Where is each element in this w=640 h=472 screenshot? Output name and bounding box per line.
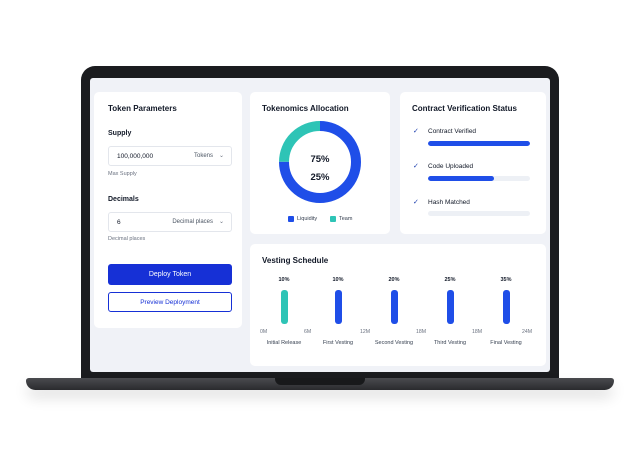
verif-progress-contract-verified xyxy=(428,141,530,146)
legend-label-team: Team xyxy=(339,216,353,222)
preview-deployment-button[interactable]: Preview Deployment xyxy=(108,292,232,312)
donut-slice-team xyxy=(279,121,361,203)
vesting-percent-label: 25% xyxy=(444,277,456,283)
vesting-phase-label: Second Vesting xyxy=(374,340,414,346)
tokenomics-card: Tokenomics Allocation 75% 25% Liquidity … xyxy=(250,92,390,234)
legend-label-liquidity: Liquidity xyxy=(297,216,318,222)
laptop-screen: Token Parameters Supply 100,000,000 Toke… xyxy=(90,78,550,372)
vesting-phase-label: Final Vesting xyxy=(490,340,522,346)
decimals-field[interactable]: 6 Decimal places ⌄ xyxy=(108,212,232,232)
decimals-label: Decimals xyxy=(108,196,139,203)
decimals-helper: Decimal places xyxy=(108,236,146,242)
legend-swatch-team xyxy=(330,216,336,222)
vesting-phase-label: First Vesting xyxy=(322,340,354,346)
donut-label-secondary: 25% xyxy=(310,172,330,183)
legend-swatch-liquidity xyxy=(288,216,294,222)
chevron-down-icon: ⌄ xyxy=(218,219,224,225)
verif-progress-hash-matched xyxy=(428,211,530,216)
vesting-axis-tick: 18M xyxy=(472,329,483,335)
vesting-phase-label: Initial Release xyxy=(266,340,302,346)
supply-field[interactable]: 100,000,000 Tokens ⌄ xyxy=(108,146,232,166)
decimals-unit: Decimal places xyxy=(172,219,213,225)
vesting-percent-label: 10% xyxy=(332,277,344,283)
vesting-bar xyxy=(335,290,342,324)
donut-label-primary: 75% xyxy=(310,154,330,165)
vesting-axis-tick: 12M xyxy=(360,329,371,335)
chevron-down-icon: ⌄ xyxy=(218,153,224,159)
vesting-card: Vesting Schedule 10% Initial Release 10% Fi… xyxy=(250,244,546,366)
verif-fill xyxy=(428,141,530,146)
verification-card: Contract Verification Status ✓ Contract … xyxy=(400,92,546,234)
vesting-bar xyxy=(447,290,454,324)
token-parameters-title: Token Parameters xyxy=(108,104,177,113)
verif-fill xyxy=(428,176,495,181)
vesting-bar xyxy=(503,290,510,324)
check-icon: ✓ xyxy=(413,163,419,170)
verif-progress-code-uploaded xyxy=(428,176,530,181)
vesting-bar xyxy=(391,290,398,324)
vesting-percent-label: 10% xyxy=(278,277,290,283)
vesting-percent-label: 20% xyxy=(388,277,400,283)
vesting-axis-tick: 6M xyxy=(304,329,312,335)
verif-label-hash-matched: Hash Matched xyxy=(428,199,470,206)
check-icon: ✓ xyxy=(413,199,419,206)
deploy-token-button[interactable]: Deploy Token xyxy=(108,264,232,285)
tokenomics-title: Tokenomics Allocation xyxy=(262,104,349,113)
check-icon: ✓ xyxy=(413,128,419,135)
vesting-axis-tick: 24M xyxy=(522,329,533,335)
vesting-percent-label: 35% xyxy=(500,277,512,283)
supply-helper: Max Supply xyxy=(108,171,137,177)
legend-item-team: Team xyxy=(330,216,352,222)
vesting-bar xyxy=(281,290,288,324)
supply-value: 100,000,000 xyxy=(117,153,154,160)
vesting-phase-label: Third Vesting xyxy=(433,340,467,346)
decimals-value: 6 xyxy=(117,219,121,226)
donut-chart xyxy=(279,121,361,203)
vesting-title: Vesting Schedule xyxy=(262,256,329,265)
vesting-axis-tick: 18M xyxy=(416,329,427,335)
laptop-hinge-notch xyxy=(275,378,365,385)
supply-label: Supply xyxy=(108,130,132,137)
token-parameters-card: Token Parameters Supply 100,000,000 Toke… xyxy=(94,92,242,328)
vesting-axis-tick: 0M xyxy=(260,329,268,335)
verification-title: Contract Verification Status xyxy=(412,104,517,113)
supply-unit: Tokens xyxy=(193,153,213,159)
verif-label-code-uploaded: Code Uploaded xyxy=(428,163,474,170)
legend-item-liquidity: Liquidity xyxy=(288,216,317,222)
verif-label-contract-verified: Contract Verified xyxy=(428,128,477,135)
